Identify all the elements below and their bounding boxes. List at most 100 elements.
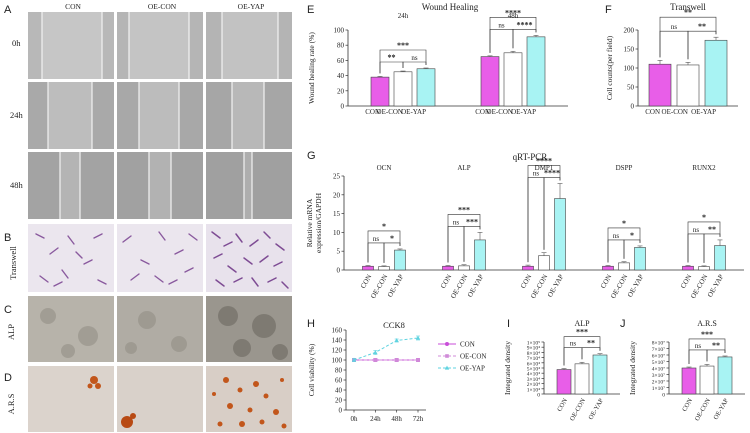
x-tick-label-e: CON: [475, 108, 490, 116]
significance-label-g: ****: [544, 169, 560, 178]
x-tick-label-e: OE-CON: [377, 108, 403, 116]
bar-j--OE-CON: [699, 365, 715, 395]
x-tick-label-e: OE-CON: [487, 108, 513, 116]
significance-label-g: ***: [458, 205, 470, 214]
y-tick-label-j: 8×10⁷: [652, 341, 665, 347]
chart-title-g: qRT-PCR: [513, 152, 548, 162]
significance-label-e: ***: [397, 41, 409, 50]
micrograph-wound-0h-con: [28, 12, 114, 79]
panel-label-g: G: [307, 150, 316, 162]
row-label-24h: 24h: [10, 110, 23, 120]
legend-label-CON: CON: [460, 341, 475, 349]
y-axis-label-e: Wound healing rate (%): [307, 32, 316, 104]
y-tick-label-i: 6×10⁴: [527, 361, 540, 367]
y-tick-label-g: 5: [337, 248, 341, 256]
bar-j--OE-YAP: [717, 356, 733, 395]
x-tick-label-g: CON: [679, 273, 693, 290]
y-tick-label-j: 4×10⁷: [652, 367, 665, 373]
chart-transwell: 0 50 100 150 200 Cell counts(per field) Transw…: [605, 2, 738, 116]
data-point-OE-CON: [373, 358, 378, 362]
y-tick-label-f: 200: [624, 27, 635, 35]
group-label-g: DSPP: [616, 164, 633, 172]
micrograph-wound-24h-oecon: [117, 82, 203, 149]
x-tick-label-j: OE-YAP: [712, 397, 730, 421]
legend-marker-OE-YAP: [444, 365, 450, 370]
group-label-g: OCN: [377, 164, 392, 172]
y-tick-label-g: 10: [333, 229, 341, 237]
bar-j--CON: [681, 367, 697, 395]
significance-label-i: **: [587, 339, 595, 348]
significance-bracket-g: [687, 233, 705, 263]
micrograph-alp-con: [28, 296, 114, 362]
x-tick-label-h: 0h: [351, 415, 359, 423]
bar-g-RUNX2-OE-CON: [698, 266, 710, 271]
x-tick-label-h: 48h: [391, 415, 402, 423]
significance-bracket-g: [367, 230, 401, 263]
micrograph-wound-48h-oeyap: [206, 152, 292, 219]
y-axis-label-g: expression/GAPDH: [314, 192, 323, 253]
significance-label-f: ns: [671, 23, 678, 31]
y-tick-label-e: 100: [334, 27, 345, 35]
bar-g-DMP1-CON: [522, 265, 534, 271]
legend-marker-CON: [445, 342, 449, 346]
micrograph-wound-24h-con: [28, 82, 114, 149]
y-tick-label-j: 3×10⁷: [652, 373, 665, 379]
y-tick-label-h: 40: [335, 387, 343, 395]
x-tick-label-f: OE-CON: [662, 108, 688, 116]
micrograph-wound-0h-oeyap: [206, 12, 292, 79]
y-tick-label-i: 9×10⁴: [527, 346, 540, 352]
significance-bracket-i: [563, 336, 601, 366]
significance-label-g: ns: [613, 232, 620, 240]
significance-label-e: ns: [498, 21, 505, 29]
y-tick-label-f: 50: [627, 84, 635, 92]
panel-label-a: A: [4, 4, 12, 16]
bar-g-ALP-OE-YAP: [474, 239, 486, 271]
y-axis-label-g: Relative mRNA: [305, 198, 314, 247]
y-tick-label-h: 160: [332, 327, 343, 335]
significance-label-f: **: [684, 8, 692, 17]
y-tick-label-i: 0: [537, 393, 540, 399]
chart-title-h: CCK8: [383, 320, 405, 330]
significance-label-e: **: [388, 53, 396, 62]
significance-bracket-e: [489, 17, 537, 53]
significance-label-g: *: [702, 213, 706, 222]
y-tick-label-g: 15: [333, 210, 341, 218]
significance-bracket-g: [367, 242, 385, 263]
y-tick-label-f: 100: [624, 65, 635, 73]
significance-label-g: ns: [373, 235, 380, 243]
bar-g-DSPP-CON: [602, 265, 614, 271]
y-axis-label-i: Integrated density: [503, 341, 512, 395]
significance-label-e: ****: [505, 8, 521, 17]
chart-alp-density: 01×10⁴2×10⁴3×10⁴4×10⁴5×10⁴6×10⁴7×10⁴8×10…: [503, 319, 620, 422]
significance-label-g: ns: [453, 218, 460, 226]
micrograph-alp-oeyap: [206, 296, 292, 362]
significance-label-g: *: [630, 231, 634, 240]
x-tick-label-i: CON: [556, 397, 569, 413]
row-label-transwell: Transwell: [8, 246, 18, 280]
significance-label-j: ns: [695, 342, 702, 350]
y-tick-label-g: 25: [333, 173, 341, 181]
x-tick-label-i: OE-CON: [569, 397, 587, 422]
micrograph-wound-0h-oecon: [117, 12, 203, 79]
significance-label-g: ns: [693, 226, 700, 234]
panel-label-d: D: [4, 372, 12, 384]
col-header-con: CON: [65, 2, 81, 11]
row-label-alp: ALP: [6, 323, 16, 341]
significance-bracket-j: [688, 349, 708, 365]
micrograph-ars-oecon: [117, 366, 203, 432]
micrograph-transwell-oecon: [117, 224, 203, 292]
bar-i--OE-CON: [574, 363, 590, 395]
bar-e-24h-OE-CON: [393, 71, 413, 107]
y-tick-label-g: 20: [333, 191, 341, 199]
y-tick-label-j: 6×10⁷: [652, 354, 665, 360]
bar-e-24h-OE-YAP: [416, 68, 436, 107]
chart-title-e: Wound Healing: [422, 2, 479, 12]
y-tick-label-f: 150: [624, 46, 635, 54]
bar-g-OCN-CON: [362, 265, 374, 271]
significance-bracket-g: [607, 227, 641, 263]
significance-label-g: ns: [533, 170, 540, 178]
bar-e-24h-CON: [370, 76, 390, 107]
legend-marker-OE-CON: [445, 354, 449, 358]
panel-label-e: E: [307, 4, 315, 16]
micrograph-ars-oeyap: [206, 366, 292, 432]
